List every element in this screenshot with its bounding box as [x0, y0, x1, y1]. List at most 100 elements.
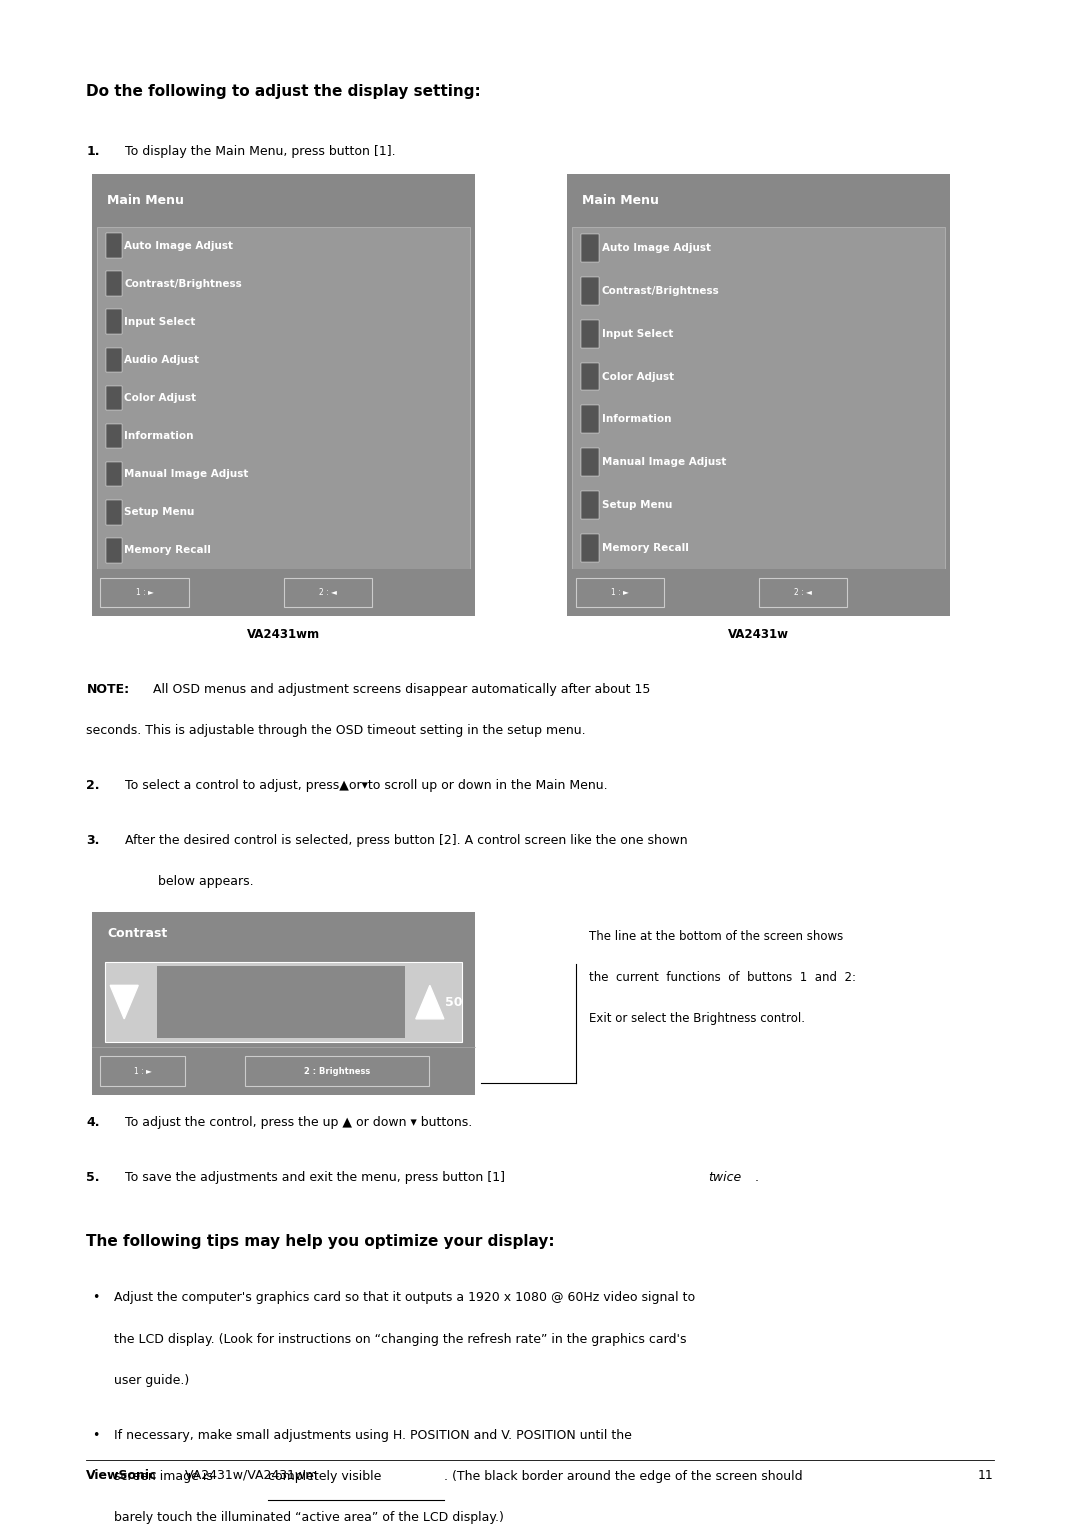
Text: •: • — [92, 1429, 99, 1441]
Text: The line at the bottom of the screen shows: The line at the bottom of the screen sho… — [589, 930, 842, 944]
Bar — [581, 406, 598, 434]
Text: Information: Information — [124, 431, 193, 441]
Bar — [581, 449, 598, 476]
Text: VA2431wm: VA2431wm — [247, 628, 320, 641]
Text: Setup Menu: Setup Menu — [124, 507, 194, 518]
Text: below appears.: below appears. — [146, 875, 254, 887]
Bar — [92, 174, 475, 615]
Text: Adjust the computer's graphics card so that it outputs a 1920 x 1080 @ 60Hz vide: Adjust the computer's graphics card so t… — [114, 1292, 696, 1304]
Text: Main Menu: Main Menu — [107, 194, 184, 206]
Text: The following tips may help you optimize your display:: The following tips may help you optimize… — [86, 1234, 555, 1249]
Bar — [567, 174, 950, 615]
Text: twice: twice — [708, 1171, 742, 1183]
Text: To select a control to adjust, press▲or▾to scroll up or down in the Main Menu.: To select a control to adjust, press▲or▾… — [117, 779, 607, 793]
Polygon shape — [416, 985, 444, 1019]
Bar — [581, 276, 598, 305]
Text: Memory Recall: Memory Recall — [602, 544, 689, 553]
Bar — [106, 348, 122, 373]
Text: 2 : Brightness: 2 : Brightness — [305, 1066, 370, 1075]
Bar — [106, 423, 122, 449]
Text: Contrast/Brightness: Contrast/Brightness — [124, 279, 242, 289]
Text: After the desired control is selected, press button [2]. A control screen like t: After the desired control is selected, p… — [117, 834, 687, 846]
Text: . (The black border around the edge of the screen should: . (The black border around the edge of t… — [444, 1471, 802, 1483]
Text: Exit or select the Brightness control.: Exit or select the Brightness control. — [589, 1012, 805, 1026]
Text: Audio Adjust: Audio Adjust — [124, 354, 199, 365]
Text: user guide.): user guide.) — [114, 1374, 190, 1387]
Bar — [283, 579, 372, 606]
Text: 50: 50 — [445, 996, 462, 1009]
Text: Contrast: Contrast — [107, 927, 167, 941]
Text: Main Menu: Main Menu — [582, 194, 659, 206]
Text: 4.: 4. — [86, 1116, 100, 1128]
Text: •: • — [92, 1292, 99, 1304]
Bar — [581, 234, 598, 263]
Text: the LCD display. (Look for instructions on “changing the refresh rate” in the gr: the LCD display. (Look for instructions … — [114, 1333, 687, 1345]
Text: 1 : ►: 1 : ► — [611, 588, 629, 597]
Bar — [576, 579, 664, 606]
Bar — [106, 461, 122, 487]
Text: Color Adjust: Color Adjust — [602, 371, 674, 382]
Text: the  current  functions  of  buttons  1  and  2:: the current functions of buttons 1 and 2… — [589, 971, 855, 985]
Bar — [567, 174, 950, 226]
Text: VA2431w: VA2431w — [728, 628, 789, 641]
Text: 3.: 3. — [86, 834, 99, 846]
Text: 1 : ►: 1 : ► — [134, 1066, 151, 1075]
Bar — [157, 967, 405, 1038]
Text: 5.: 5. — [86, 1171, 100, 1183]
Bar — [581, 319, 598, 348]
Text: Memory Recall: Memory Recall — [124, 545, 211, 556]
Text: ViewSonic: ViewSonic — [86, 1469, 158, 1481]
Text: .: . — [755, 1171, 759, 1183]
Text: Auto Image Adjust: Auto Image Adjust — [602, 243, 711, 253]
Text: Auto Image Adjust: Auto Image Adjust — [124, 241, 233, 250]
Text: Input Select: Input Select — [124, 316, 195, 327]
Text: To adjust the control, press the up ▲ or down ▾ buttons.: To adjust the control, press the up ▲ or… — [117, 1116, 472, 1128]
Text: Do the following to adjust the display setting:: Do the following to adjust the display s… — [86, 84, 482, 99]
Text: To save the adjustments and exit the menu, press button [1]: To save the adjustments and exit the men… — [117, 1171, 509, 1183]
Text: 2 : ◄: 2 : ◄ — [794, 588, 812, 597]
Bar — [106, 538, 122, 562]
Text: Information: Information — [602, 414, 672, 425]
Text: screen image is: screen image is — [114, 1471, 217, 1483]
Bar — [106, 499, 122, 525]
Text: 2 : ◄: 2 : ◄ — [319, 588, 337, 597]
Bar — [105, 962, 462, 1043]
Text: Input Select: Input Select — [602, 328, 673, 339]
Text: barely touch the illuminated “active area” of the LCD display.): barely touch the illuminated “active are… — [114, 1510, 504, 1524]
Text: NOTE:: NOTE: — [86, 683, 130, 696]
Polygon shape — [110, 985, 138, 1019]
Text: Color Adjust: Color Adjust — [124, 392, 197, 403]
Text: 2.: 2. — [86, 779, 100, 793]
Bar — [97, 226, 470, 570]
Text: Contrast/Brightness: Contrast/Brightness — [602, 286, 719, 296]
Bar — [92, 570, 475, 615]
Bar — [759, 579, 847, 606]
Text: To display the Main Menu, press button [1].: To display the Main Menu, press button [… — [117, 145, 395, 157]
Bar — [567, 570, 950, 615]
Text: Manual Image Adjust: Manual Image Adjust — [124, 469, 248, 479]
Bar — [581, 492, 598, 519]
Bar — [92, 1048, 475, 1095]
Text: 1.: 1. — [86, 145, 100, 157]
Bar — [106, 310, 122, 334]
Text: All OSD menus and adjustment screens disappear automatically after about 15: All OSD menus and adjustment screens dis… — [149, 683, 650, 696]
Text: If necessary, make small adjustments using H. POSITION and V. POSITION until the: If necessary, make small adjustments usi… — [114, 1429, 633, 1441]
Bar — [581, 534, 598, 562]
Text: completely visible: completely visible — [268, 1471, 381, 1483]
Bar — [92, 174, 475, 226]
Bar — [106, 386, 122, 411]
Text: 11: 11 — [977, 1469, 994, 1481]
Bar — [572, 226, 945, 570]
Text: Setup Menu: Setup Menu — [602, 499, 672, 510]
Bar — [106, 272, 122, 296]
Bar — [581, 362, 598, 391]
Bar — [92, 912, 475, 1095]
Bar — [245, 1057, 429, 1086]
Bar — [100, 579, 189, 606]
Bar — [100, 1057, 185, 1086]
Text: VA2431w/VA2431wm: VA2431w/VA2431wm — [173, 1469, 318, 1481]
Bar — [106, 234, 122, 258]
Text: seconds. This is adjustable through the OSD timeout setting in the setup menu.: seconds. This is adjustable through the … — [86, 724, 586, 738]
Text: Manual Image Adjust: Manual Image Adjust — [602, 457, 726, 467]
Text: 1 : ►: 1 : ► — [136, 588, 153, 597]
